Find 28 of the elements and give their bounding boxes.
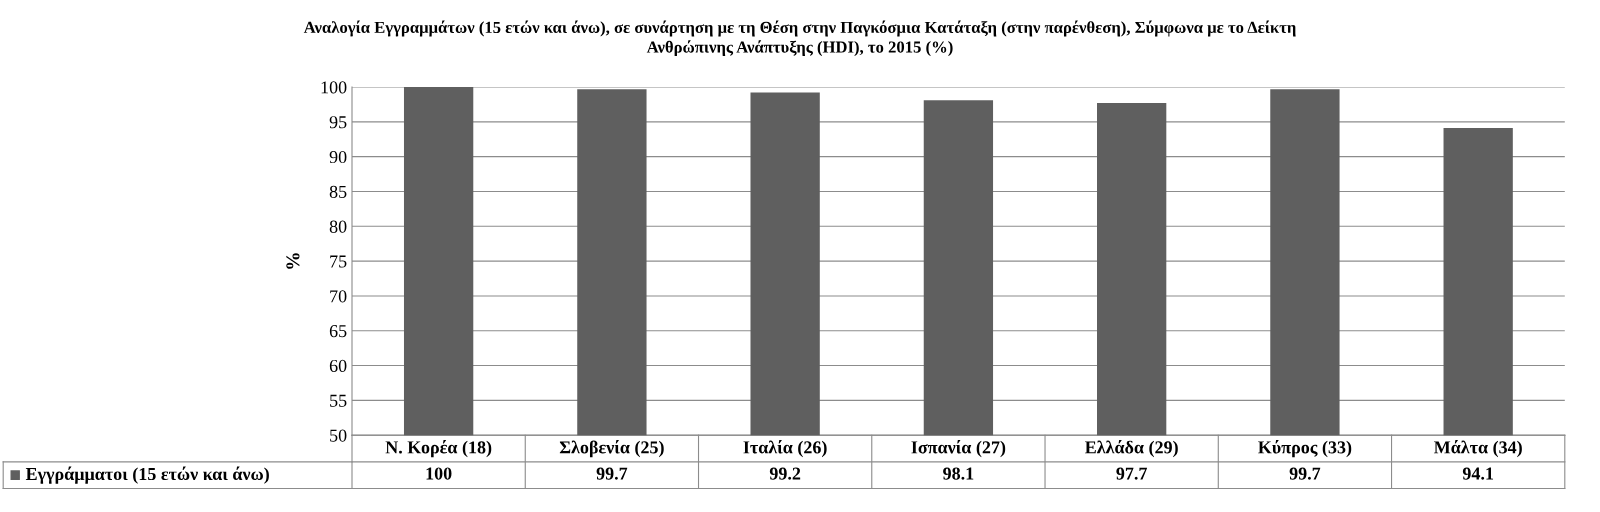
data-label: 99.7 [1289, 467, 1321, 480]
data-label: 100 [426, 467, 452, 480]
y-tick-label: 75 [330, 255, 347, 268]
x-tick-label: Ελλάδα (29) [1085, 439, 1178, 458]
legend-label: Εγγράμματοι (15 ετών και άνω) [25, 466, 269, 484]
y-tick-label: 95 [329, 116, 347, 129]
chart-title: Αναλογία Εγγραμμάτων (15 ετών και άνω), σε συνάρτηση με τη Θέση στην Παγκόσμια Κατάταξη (στην παρένθεση), Σύμφωνα με το Δείκτη Ανθρώπινης Ανάπτυξης (HDI), το 2015 (%) [303, 20, 1296, 57]
y-tick-label: 90 [329, 150, 347, 164]
y-tick-label: 85 [329, 185, 347, 198]
x-tick-label: Σλοβενία (25) [559, 439, 664, 458]
x-tick-label: Ιταλία (26) [743, 439, 827, 458]
y-tick-label: 100 [321, 81, 347, 94]
x-tick-label: Ισπανία (27) [911, 439, 1006, 458]
data-label: 98.1 [943, 467, 974, 480]
y-tick-label: 60 [329, 359, 347, 373]
y-axis-title: % [286, 253, 300, 269]
y-tick-label: 50 [330, 429, 347, 442]
y-tick-label: 55 [330, 394, 347, 407]
data-label: 97.7 [1116, 467, 1148, 480]
y-tick-label: 65 [329, 325, 347, 338]
x-tick-label: Μάλτα (34) [1433, 439, 1522, 458]
data-label: 94.1 [1462, 467, 1494, 480]
x-tick-label: Κύπρος (33) [1258, 439, 1352, 458]
y-tick-label: 70 [330, 290, 347, 303]
data-label: 99.2 [769, 467, 801, 480]
data-label: 99.7 [596, 467, 628, 480]
x-tick-label: Ν. Κορέα (18) [385, 439, 492, 458]
y-tick-label: 80 [329, 220, 347, 233]
